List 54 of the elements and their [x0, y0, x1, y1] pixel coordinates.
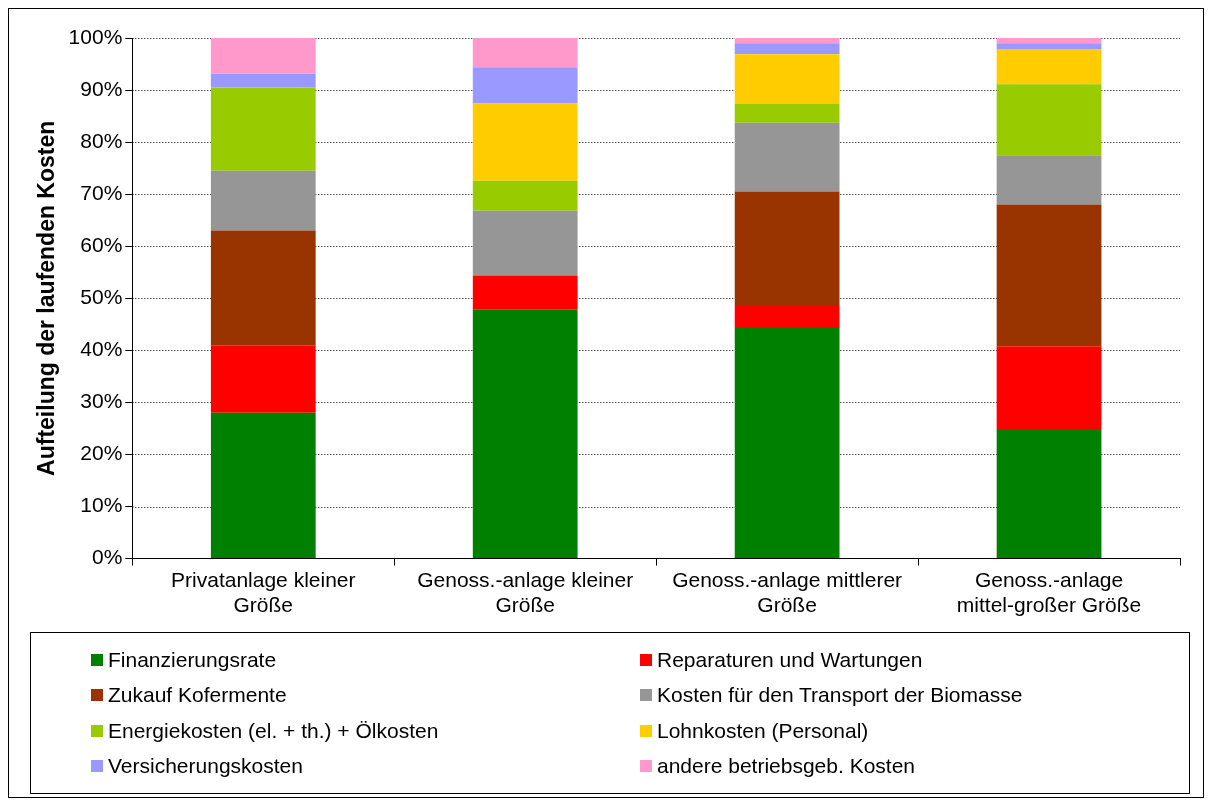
- bar: [996, 155, 1102, 205]
- bar: [210, 230, 316, 346]
- bar: [210, 170, 316, 231]
- bar: [734, 191, 840, 307]
- y-tick-label: 80%: [80, 128, 123, 152]
- bar: [996, 43, 1102, 49]
- legend-label: Zukauf Kofermente: [108, 683, 287, 708]
- legend-label: Energiekosten (el. + th.) + Ölkosten: [108, 718, 439, 743]
- y-tick-label: 100%: [68, 24, 123, 48]
- bar: [996, 84, 1102, 156]
- y-tick-label: 10%: [80, 493, 123, 517]
- legend-label: Finanzierungsrate: [108, 648, 277, 673]
- bar: [472, 309, 578, 559]
- bar: [472, 180, 578, 211]
- legend-label: Versicherungskosten: [108, 753, 303, 778]
- y-tick-label: 90%: [80, 76, 123, 100]
- x-tick-label: Genoss.-anlage mittlerer Größe: [672, 568, 903, 617]
- x-tick-label: Privatanlage kleiner Größe: [171, 568, 356, 617]
- bar: [210, 345, 316, 413]
- legend-label: andere betriebsgeb. Kosten: [657, 753, 916, 778]
- bar: [472, 67, 578, 104]
- bar: [734, 43, 840, 55]
- bar: [472, 210, 578, 276]
- y-axis-title: Aufteilung der laufenden Kosten: [33, 120, 60, 476]
- y-tick-label: 60%: [80, 233, 123, 257]
- x-tick-label: Genoss.-anlage kleiner Größe: [417, 568, 634, 617]
- legend-label: Reparaturen und Wartungen: [657, 648, 923, 673]
- bar: [472, 103, 578, 181]
- bar: [734, 327, 840, 559]
- bar: [472, 275, 578, 310]
- legend-label: Lohnkosten (Personal): [657, 718, 869, 743]
- bar: [734, 54, 840, 104]
- bar: [210, 73, 316, 88]
- bar: [996, 430, 1102, 559]
- y-tick-label: 50%: [80, 285, 123, 309]
- bar: [210, 412, 316, 559]
- y-tick-label: 70%: [80, 180, 123, 204]
- bar: [734, 122, 840, 192]
- y-tick-label: 40%: [80, 337, 123, 361]
- bar: [996, 346, 1102, 431]
- y-tick-label: 0%: [91, 545, 123, 569]
- bar: [472, 38, 578, 68]
- bar: [210, 38, 316, 74]
- bar: [734, 103, 840, 123]
- y-tick-label: 20%: [80, 441, 123, 465]
- y-tick-label: 30%: [80, 389, 123, 413]
- bar: [210, 87, 316, 171]
- x-tick-label: Genoss.-anlage mittel-großer Größe: [956, 568, 1142, 617]
- legend-label: Kosten für den Transport der Biomasse: [657, 683, 1023, 708]
- bar: [734, 306, 840, 328]
- bar: [996, 38, 1102, 44]
- bar: [734, 38, 840, 44]
- bar: [996, 204, 1102, 347]
- bar: [996, 48, 1102, 85]
